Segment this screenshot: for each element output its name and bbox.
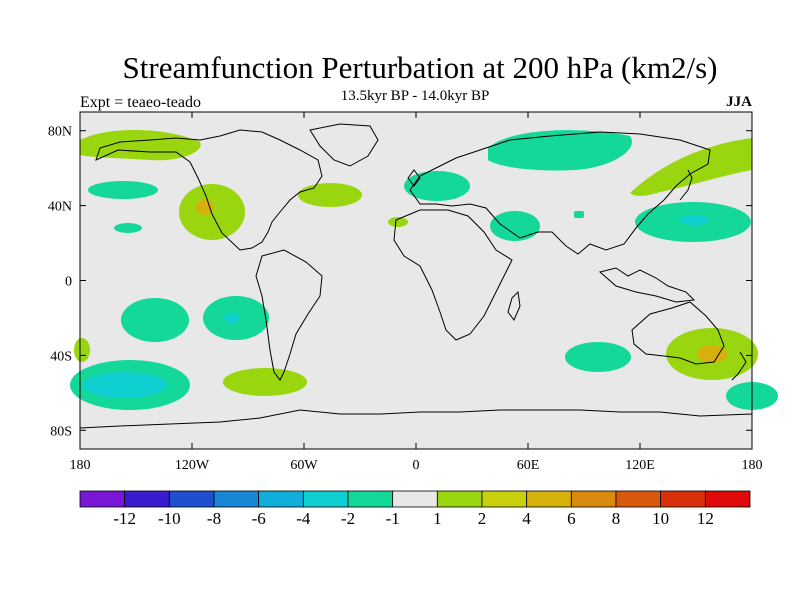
- coastline-south-america: [255, 249, 323, 381]
- region-negative-europe: [404, 171, 470, 201]
- colorbar-label: 6: [567, 509, 576, 528]
- colorbar-swatch: [436, 490, 483, 508]
- region-positive-west-edge: [74, 338, 90, 362]
- coastlines: [79, 123, 753, 429]
- x-tick-label: 60E: [517, 458, 540, 473]
- region-negative-southern-ocean-pacific-core: [83, 372, 167, 398]
- colorbar-label: -1: [386, 509, 400, 528]
- colorbar-label: 1: [433, 509, 442, 528]
- season-label: JJA: [726, 94, 752, 110]
- region-negative-middle-east: [490, 211, 540, 241]
- colorbar-swatch: [704, 490, 751, 508]
- region-negative-arctic-eurasia: [488, 130, 632, 171]
- coastline-madagascar: [507, 290, 521, 321]
- region-positive-australia-core: [697, 345, 727, 363]
- coastline-greenland: [309, 123, 379, 167]
- colorbar: -12 -10 -8 -6 -4 -2 -1 1 2 4 6 8 10 12: [79, 490, 751, 528]
- coastline-british-isles: [407, 169, 421, 187]
- region-positive-atlantic: [298, 183, 362, 207]
- coastline-north-america: [95, 129, 323, 251]
- region-negative-south-pacific-east-core: [224, 313, 240, 323]
- colorbar-swatch: [481, 490, 528, 508]
- colorbar-swatch: [79, 490, 126, 508]
- colorbar-label: 10: [652, 509, 669, 528]
- x-tick-label: 180: [70, 458, 91, 473]
- colorbar-label: -6: [252, 509, 266, 528]
- x-axis: 180 120W 60W 0 60E 120E 180: [70, 112, 763, 473]
- colorbar-label: 8: [612, 509, 621, 528]
- colorbar-swatch: [124, 490, 170, 508]
- y-tick-label: 80S: [50, 424, 72, 439]
- colorbar-label: 4: [522, 509, 531, 528]
- colorbar-swatch: [615, 490, 662, 508]
- coastline-eurasia: [409, 131, 711, 255]
- region-positive-western-us-core: [196, 199, 214, 215]
- y-tick-label: 40N: [48, 200, 72, 215]
- page-title: Streamfunction Perturbation at 200 hPa (…: [122, 50, 718, 85]
- colorbar-label: -10: [158, 509, 181, 528]
- colorbar-swatch: [347, 490, 394, 508]
- y-axis: 80N 40N 0 40S 80S: [48, 125, 752, 439]
- colorbar-swatch: [526, 490, 572, 508]
- region-negative-northeast-pacific: [88, 181, 158, 199]
- x-tick-label: 120W: [175, 458, 210, 473]
- colorbar-label: -12: [113, 509, 136, 528]
- y-tick-label: 80N: [48, 125, 72, 140]
- experiment-label: Expt = teaeo-teado: [80, 94, 201, 111]
- coastline-antarctica: [79, 409, 753, 429]
- anomaly-regions: [70, 130, 778, 410]
- colorbar-label: -8: [207, 509, 221, 528]
- region-negative-south-pacific-west: [121, 298, 189, 342]
- region-positive-alaska: [80, 130, 201, 161]
- x-tick-label: 180: [742, 458, 763, 473]
- coastline-japan: [679, 169, 693, 201]
- x-tick-label: 0: [413, 458, 420, 473]
- region-positive-west-africa: [388, 217, 408, 227]
- colorbar-swatch: [168, 490, 215, 508]
- region-negative-tibet: [574, 211, 584, 218]
- x-tick-label: 60W: [290, 458, 318, 473]
- colorbar-label: 12: [697, 509, 714, 528]
- region-positive-south-america: [223, 368, 307, 396]
- colorbar-swatch: [660, 490, 706, 508]
- colorbar-label: -4: [296, 509, 311, 528]
- colorbar-swatch: [213, 490, 260, 508]
- x-tick-label: 120E: [625, 458, 655, 473]
- map-subtitle: 13.5kyr BP - 14.0kyr BP: [340, 88, 490, 104]
- region-positive-north-pacific: [630, 138, 752, 196]
- colorbar-swatch: [570, 490, 617, 508]
- coastline-africa: [393, 209, 513, 341]
- colorbar-swatch: [258, 490, 304, 508]
- region-negative-pacific-small: [114, 223, 142, 233]
- colorbar-swatch: [392, 490, 438, 508]
- y-tick-label: 40S: [50, 349, 72, 364]
- coastline-maritime: [598, 267, 696, 303]
- region-negative-east-asia-core: [680, 215, 710, 225]
- colorbar-label: 2: [478, 509, 487, 528]
- map-background: [80, 112, 752, 449]
- colorbar-swatch: [302, 490, 349, 508]
- region-negative-indian-ocean: [565, 342, 631, 372]
- y-tick-label: 0: [65, 275, 72, 290]
- coastline-new-zealand: [731, 351, 747, 381]
- coastline-australia: [631, 301, 725, 365]
- colorbar-label: -2: [341, 509, 355, 528]
